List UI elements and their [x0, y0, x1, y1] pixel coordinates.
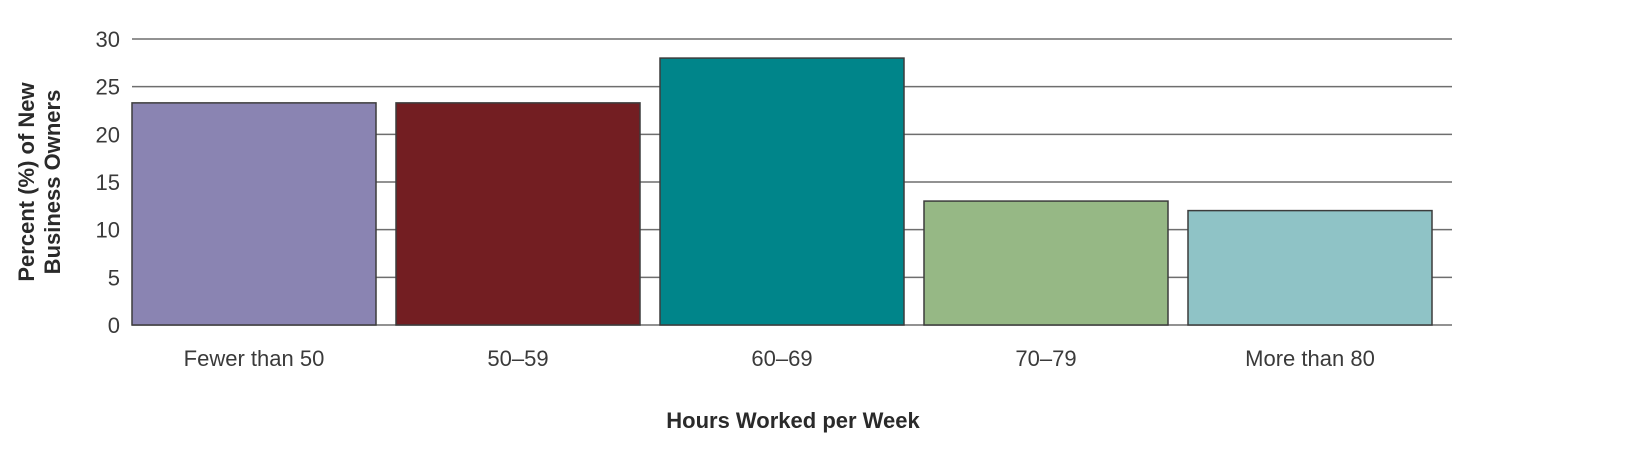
bar — [923, 200, 1169, 326]
y-axis-label-line-2: Business Owners — [40, 90, 65, 275]
y-tick-label: 5 — [108, 265, 120, 290]
bars — [131, 57, 1433, 326]
x-tick-label: 50–59 — [487, 346, 548, 371]
x-tick-label: 70–79 — [1015, 346, 1076, 371]
y-axis-label-line-1: Percent (%) of New — [14, 81, 39, 281]
y-axis-ticks: 0 5 10 15 20 25 30 — [96, 27, 120, 338]
bar — [131, 102, 377, 326]
x-tick-label: More than 80 — [1245, 346, 1375, 371]
y-tick-label: 30 — [96, 27, 120, 52]
x-axis-label: Hours Worked per Week — [666, 408, 920, 433]
bar — [395, 102, 641, 326]
y-tick-label: 15 — [96, 170, 120, 195]
y-tick-label: 0 — [108, 313, 120, 338]
y-tick-label: 20 — [96, 122, 120, 147]
x-tick-label: 60–69 — [751, 346, 812, 371]
x-tick-label: Fewer than 50 — [184, 346, 325, 371]
bar — [659, 57, 905, 326]
bar — [1187, 209, 1433, 326]
y-tick-label: 10 — [96, 218, 120, 243]
x-axis-ticks: Fewer than 50 50–59 60–69 70–79 More than 80 — [184, 346, 1375, 371]
y-tick-label: 25 — [96, 75, 120, 100]
